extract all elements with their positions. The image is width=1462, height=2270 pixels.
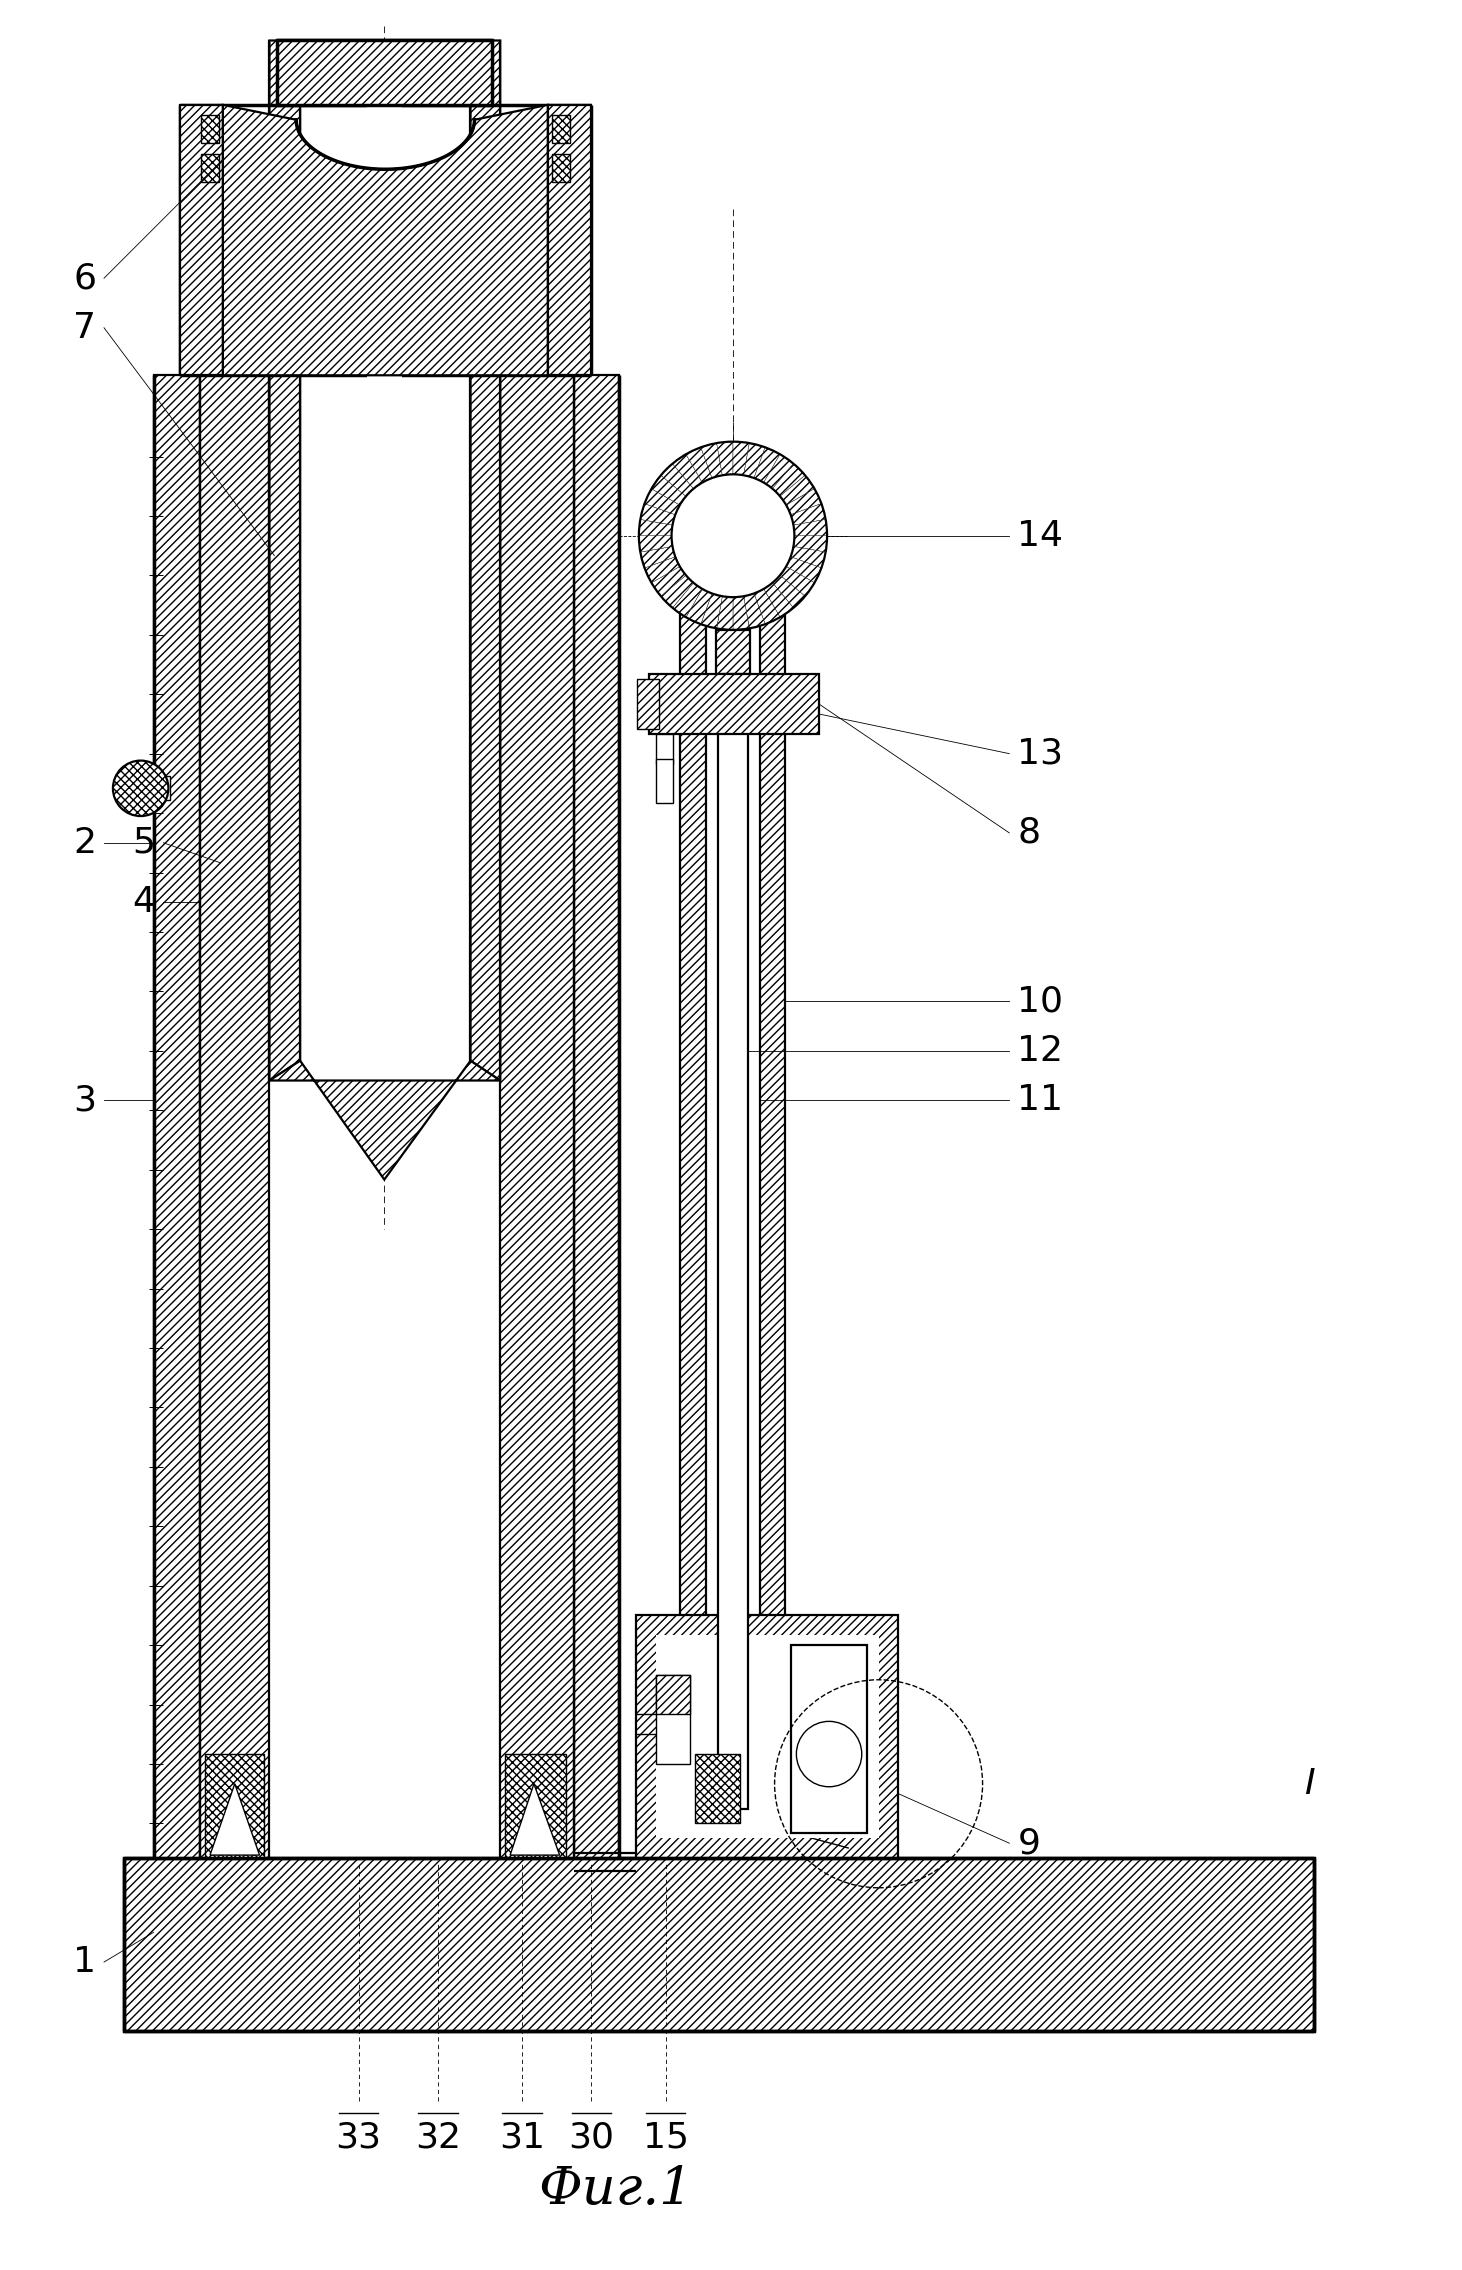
Text: 9: 9 [1018, 1825, 1039, 1859]
Polygon shape [656, 1675, 690, 1714]
Bar [551, 154, 570, 182]
Text: Фиг.1: Фиг.1 [538, 2163, 693, 2216]
Polygon shape [686, 447, 712, 484]
Polygon shape [673, 583, 702, 617]
Polygon shape [732, 443, 750, 474]
Polygon shape [205, 1755, 265, 1859]
Polygon shape [680, 595, 706, 1859]
Text: 31: 31 [499, 2120, 545, 2154]
Polygon shape [222, 104, 548, 375]
Bar [202, 116, 219, 143]
Polygon shape [367, 91, 402, 1010]
Polygon shape [781, 568, 814, 597]
Polygon shape [700, 592, 722, 629]
Polygon shape [716, 597, 732, 629]
Polygon shape [308, 120, 462, 157]
Text: 4: 4 [133, 885, 155, 919]
Circle shape [797, 1721, 861, 1786]
Polygon shape [763, 454, 794, 488]
Polygon shape [510, 1784, 560, 1855]
Polygon shape [548, 104, 591, 375]
Circle shape [113, 760, 168, 815]
Polygon shape [656, 758, 673, 804]
Text: 13: 13 [1018, 738, 1063, 770]
Polygon shape [656, 733, 673, 763]
Polygon shape [791, 1646, 867, 1834]
Polygon shape [794, 536, 827, 552]
Text: 14: 14 [1018, 520, 1063, 554]
Polygon shape [640, 504, 675, 524]
Polygon shape [500, 375, 573, 1859]
Polygon shape [636, 1616, 898, 1859]
Text: 3: 3 [73, 1083, 96, 1117]
Polygon shape [656, 1634, 879, 1839]
Polygon shape [269, 41, 300, 1081]
Polygon shape [700, 443, 722, 479]
Polygon shape [787, 556, 822, 583]
Polygon shape [637, 679, 659, 729]
Polygon shape [652, 568, 686, 597]
Text: I: I [1304, 1766, 1316, 1800]
Polygon shape [645, 488, 680, 515]
Polygon shape [639, 536, 673, 552]
Text: 8: 8 [1018, 815, 1041, 849]
Text: 2: 2 [73, 826, 96, 860]
Polygon shape [211, 1784, 260, 1855]
Polygon shape [794, 520, 827, 536]
Polygon shape [200, 375, 269, 1859]
Polygon shape [640, 547, 675, 568]
Text: 32: 32 [415, 2120, 461, 2154]
Polygon shape [269, 1060, 500, 1180]
Polygon shape [781, 474, 814, 504]
Polygon shape [732, 597, 750, 629]
Text: 11: 11 [1018, 1083, 1063, 1117]
Polygon shape [754, 447, 781, 484]
Polygon shape [154, 375, 200, 1859]
Polygon shape [763, 583, 794, 617]
Polygon shape [744, 443, 765, 479]
Polygon shape [772, 574, 806, 608]
Bar [551, 116, 570, 143]
Polygon shape [136, 776, 171, 801]
Polygon shape [686, 588, 712, 624]
Polygon shape [656, 1675, 690, 1764]
Text: 10: 10 [1018, 985, 1063, 1019]
Polygon shape [639, 520, 673, 536]
Polygon shape [673, 454, 702, 488]
Polygon shape [760, 595, 785, 1859]
Circle shape [671, 474, 794, 597]
Polygon shape [661, 574, 693, 608]
Polygon shape [506, 1755, 566, 1859]
Polygon shape [300, 41, 471, 1180]
Polygon shape [573, 375, 618, 1859]
Polygon shape [661, 463, 693, 497]
Text: 7: 7 [73, 311, 96, 345]
Text: 6: 6 [73, 261, 96, 295]
Polygon shape [652, 474, 686, 504]
Polygon shape [649, 674, 819, 733]
Text: 30: 30 [569, 2120, 614, 2154]
Polygon shape [787, 488, 822, 515]
Polygon shape [791, 547, 826, 568]
Polygon shape [716, 629, 750, 674]
Text: 5: 5 [133, 826, 155, 860]
Text: 15: 15 [643, 2120, 689, 2154]
Polygon shape [754, 588, 781, 624]
Polygon shape [791, 504, 826, 524]
Text: 1: 1 [73, 1945, 96, 1979]
Polygon shape [278, 41, 493, 104]
Polygon shape [180, 104, 222, 375]
Polygon shape [124, 1859, 1314, 2032]
Polygon shape [772, 463, 806, 497]
Polygon shape [645, 556, 680, 583]
Text: 12: 12 [1018, 1033, 1063, 1067]
Polygon shape [696, 1755, 740, 1823]
Polygon shape [744, 592, 765, 629]
Polygon shape [718, 615, 749, 1809]
Polygon shape [471, 41, 500, 1081]
Bar [202, 154, 219, 182]
Text: 33: 33 [336, 2120, 382, 2154]
Polygon shape [716, 443, 732, 474]
